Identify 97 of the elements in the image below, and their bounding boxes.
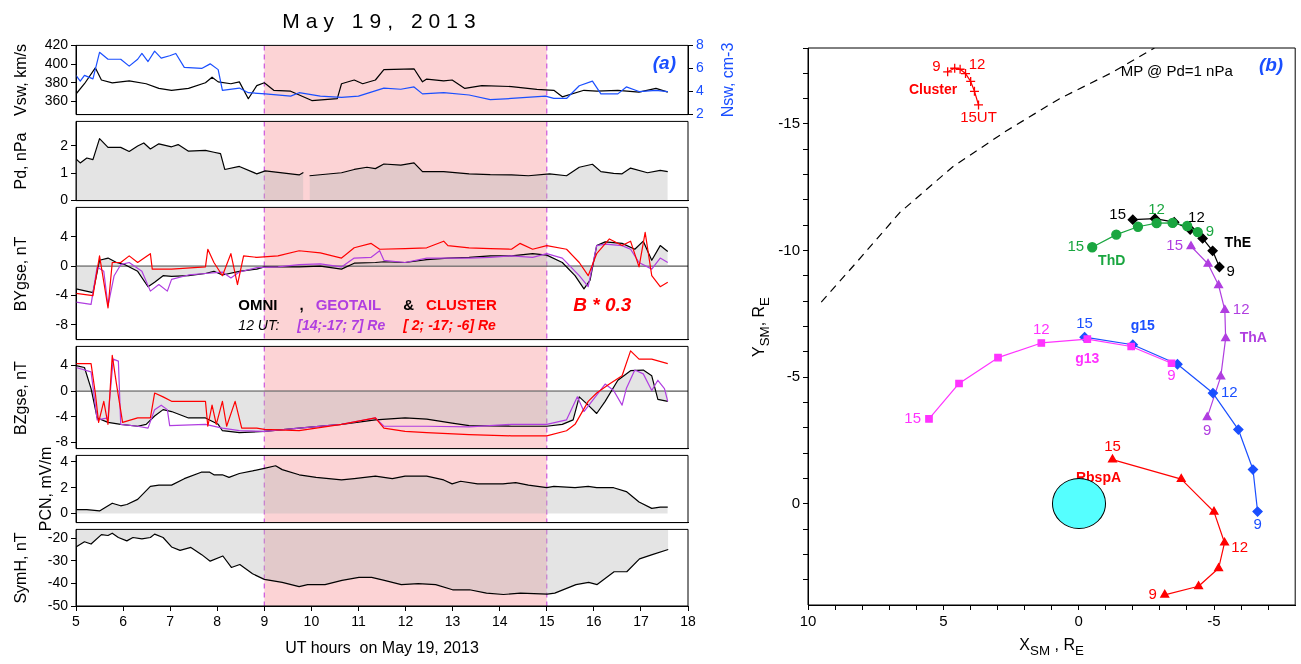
annotation: (a) <box>652 51 676 73</box>
y-axis-title: PCN, mV/m <box>37 446 55 532</box>
y-axis-title: SymH, nT <box>12 532 30 604</box>
y-tick-label: 4 <box>60 227 69 244</box>
y-tick-label: 0 <box>60 381 69 398</box>
y-tick-label: -4 <box>55 286 69 303</box>
annotation: 12 <box>1232 300 1250 318</box>
series-label: ThE <box>1224 234 1252 250</box>
y2-tick-label: 8 <box>696 36 704 53</box>
annotation: 12 <box>1220 383 1238 401</box>
x-tick-label: 13 <box>444 613 461 630</box>
annotation: 15 <box>1067 237 1085 255</box>
x-tick-label: 6 <box>119 613 128 630</box>
x-tick-label: 18 <box>680 613 696 630</box>
y-tick-label: 0 <box>60 191 69 208</box>
text: CLUSTER <box>426 295 498 313</box>
y2-axis-title: Nsw, cm-3 <box>719 42 737 118</box>
y-tick-label: 380 <box>44 73 69 90</box>
annotation: 12 <box>1032 320 1050 338</box>
y-axis-title: BYgse, nT <box>12 236 30 311</box>
series-label: OMNI <box>238 295 278 313</box>
y-axis-title: Pd, nPa <box>12 132 30 190</box>
y-axis-title: Vsw, km/s <box>12 43 30 117</box>
annotation: B * 0.3 <box>573 293 632 315</box>
annotation: 12 <box>968 54 986 72</box>
annotation: 12 <box>1231 537 1248 555</box>
y-tick-label: 0 <box>60 504 69 521</box>
y-tick-label: 420 <box>44 36 69 53</box>
annotation: 9 <box>1203 420 1212 438</box>
annotation: MP @ Pd=1 nPa <box>1120 62 1234 80</box>
annotation: 9 <box>1253 514 1262 532</box>
annotation: 12 UT: <box>238 317 280 334</box>
x-tick-label: 14 <box>491 613 508 630</box>
y2-tick-label: 2 <box>696 105 704 122</box>
y-tick-label: 400 <box>44 54 69 71</box>
y-tick-label: 360 <box>44 92 69 109</box>
annotation: 9 <box>1167 366 1176 384</box>
y2-tick-label: 6 <box>696 59 704 76</box>
annotation: 12 <box>1148 200 1165 218</box>
y-tick-label: -10 <box>778 240 800 258</box>
x-tick-label: -5 <box>1207 612 1221 630</box>
y-tick-label: 4 <box>60 356 69 373</box>
x-tick-label: 16 <box>586 613 602 630</box>
y-tick-label: -50 <box>47 596 69 613</box>
annotation: (b) <box>1258 54 1284 76</box>
annotation: 9 <box>1148 585 1157 603</box>
annotation: [14;-17; 7] Re <box>296 317 386 334</box>
annotation: 15 <box>904 409 921 427</box>
annotation: 15 <box>1166 236 1183 254</box>
series-label: ThA <box>1239 329 1267 346</box>
y-tick-label: -8 <box>55 433 69 450</box>
y-tick-label: -20 <box>47 529 69 546</box>
annotation: 9 <box>932 56 941 74</box>
x-tick-label: 5 <box>939 612 948 630</box>
annotation: & <box>403 295 415 313</box>
x-tick-label: 10 <box>799 612 817 630</box>
x-tick-label: 11 <box>351 613 366 630</box>
y-tick-label: 2 <box>60 136 69 153</box>
y-tick-label: 4 <box>60 452 69 469</box>
x-tick-label: 15 <box>538 613 555 630</box>
annotation: , <box>299 295 304 313</box>
y-tick-label: 2 <box>60 478 69 495</box>
annotation: [ 2; -17; -6] Re <box>402 317 497 334</box>
annotation: 12 <box>1188 207 1205 225</box>
annotation: 15 <box>1076 314 1093 332</box>
y-tick-label: 0 <box>791 493 800 511</box>
series-label: g15 <box>1130 317 1156 334</box>
x-tick-label: 8 <box>213 613 222 630</box>
chart-title: May 19, 2013 <box>282 9 482 34</box>
x-tick-label: 7 <box>166 613 175 630</box>
y2-tick-label: 4 <box>696 82 704 99</box>
series-label: Cluster <box>908 81 958 98</box>
y-tick-label: -5 <box>786 367 800 385</box>
x-tick-label: 10 <box>303 613 320 630</box>
y-tick-label: 0 <box>60 257 69 274</box>
x-tick-label: 9 <box>260 613 269 630</box>
y-axis-title: BZgse, nT <box>12 360 30 435</box>
x-tick-label: 12 <box>397 613 414 630</box>
annotation: 9 <box>1226 262 1235 280</box>
annotation: 15UT <box>960 108 997 126</box>
annotation: 15 <box>1109 204 1127 222</box>
series-label: g13 <box>1075 350 1100 367</box>
x-tick-label: 5 <box>72 613 81 630</box>
x-axis-title: UT hours on May 19, 2013 <box>285 639 479 657</box>
annotation: 15 <box>1104 436 1121 454</box>
y-tick-label: -15 <box>778 114 800 132</box>
y-tick-label: -8 <box>55 315 69 332</box>
y-tick-label: -30 <box>47 551 69 568</box>
y-tick-label: 1 <box>60 164 69 181</box>
series-label: ThD <box>1098 252 1126 269</box>
y-tick-label: -40 <box>47 574 69 591</box>
x-axis-title: X$_{SM}$ , R$_{E}$ <box>1019 636 1084 658</box>
x-tick-label: 17 <box>633 613 649 630</box>
text: GEOTAIL <box>315 295 382 313</box>
y-tick-label: -4 <box>55 407 69 424</box>
x-tick-label: 0 <box>1074 612 1083 630</box>
annotation: 9 <box>1205 222 1215 240</box>
